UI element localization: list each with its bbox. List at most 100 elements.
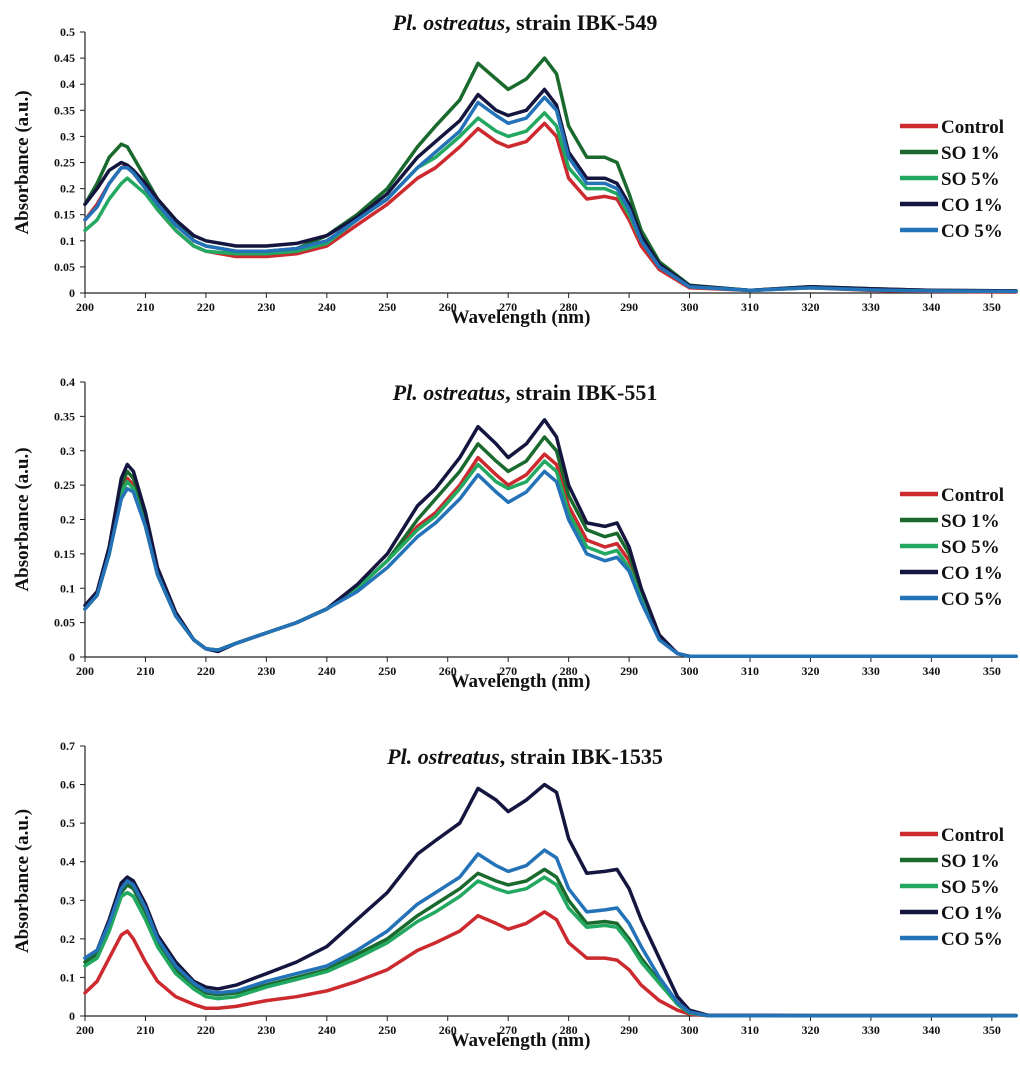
chart-panel-1: 0 0.05 0.1 0.15 0.2 0.25 0.3 0.35 0.4 0.45 0.5 200 2… xyxy=(12,10,1018,328)
y-tick-label: 0.1 xyxy=(60,234,75,248)
x-tick-label: 270 xyxy=(499,1023,517,1037)
x-tick-label: 260 xyxy=(439,664,457,678)
y-tick-label: 0.3 xyxy=(60,893,75,907)
legend-label: Control xyxy=(941,485,1004,506)
x-tick-label: 270 xyxy=(499,300,517,314)
x-tick-label: 330 xyxy=(862,300,880,314)
chart-title: Pl. ostreatus, strain IBK-1535 xyxy=(386,744,663,769)
x-tick-label: 240 xyxy=(318,1023,336,1037)
x-tick-label: 320 xyxy=(801,1023,819,1037)
x-tick-label: 290 xyxy=(620,664,638,678)
x-tick-label: 340 xyxy=(922,1023,940,1037)
legend-label: CO 5% xyxy=(941,929,1003,950)
y-tick-label: 0.7 xyxy=(60,739,75,753)
chart-legend: Control SO 1% SO 5% CO 1% CO 5% xyxy=(900,485,1004,610)
chart-title-species: Pl. ostreatus xyxy=(392,10,505,35)
y-tick-label: 0.45 xyxy=(54,51,75,65)
x-tick-label: 340 xyxy=(922,664,940,678)
series-line-co-1- xyxy=(83,87,1018,293)
y-tick-label: 0.2 xyxy=(60,513,75,527)
legend-label: SO 1% xyxy=(941,511,1000,532)
x-axis-title: Wavelength (nm) xyxy=(451,307,591,328)
legend-label: Control xyxy=(941,825,1004,846)
x-tick-label: 350 xyxy=(983,300,1001,314)
x-tick-label: 230 xyxy=(257,1023,275,1037)
legend-label: SO 5% xyxy=(941,537,1000,558)
x-tick-label: 220 xyxy=(197,664,215,678)
x-tick-label: 250 xyxy=(378,300,396,314)
y-tick-label: 0.15 xyxy=(54,208,75,222)
x-tick-label: 280 xyxy=(560,1023,578,1037)
legend-label: CO 5% xyxy=(941,589,1003,610)
y-tick-label: 0.5 xyxy=(60,816,75,830)
legend-label: SO 1% xyxy=(941,851,1000,872)
y-tick-label: 0.2 xyxy=(60,182,75,196)
y-tick-label: 0.1 xyxy=(60,581,75,595)
y-tick-label: 0.35 xyxy=(54,409,75,423)
x-tick-label: 310 xyxy=(741,1023,759,1037)
series-line-co-5- xyxy=(83,95,1018,294)
legend-label: CO 1% xyxy=(941,195,1003,216)
chart-legend: Control SO 1% SO 5% CO 1% CO 5% xyxy=(900,825,1004,950)
x-tick-label: 300 xyxy=(681,1023,699,1037)
x-tick-label: 310 xyxy=(741,300,759,314)
y-tick-label: 0.15 xyxy=(54,547,75,561)
x-tick-label: 320 xyxy=(801,300,819,314)
chart-title-strain: , strain IBK-549 xyxy=(505,10,657,35)
x-tick-label: 240 xyxy=(318,664,336,678)
series-line-so-1- xyxy=(83,56,1018,293)
x-tick-label: 260 xyxy=(439,300,457,314)
y-tick-label: 0.05 xyxy=(54,616,75,630)
x-tick-label: 220 xyxy=(197,300,215,314)
x-tick-label: 330 xyxy=(862,664,880,678)
y-tick-label: 0.25 xyxy=(54,156,75,170)
x-tick-label: 350 xyxy=(983,664,1001,678)
y-tick-label: 0.05 xyxy=(54,260,75,274)
series-line-co-1- xyxy=(83,782,1018,1018)
x-tick-label: 250 xyxy=(378,1023,396,1037)
x-tick-label: 320 xyxy=(801,664,819,678)
chart-panel-3: 0 0.1 0.2 0.3 0.4 0.5 0.6 0.7 200 210 220 230 240 250… xyxy=(12,739,1018,1051)
series-line-control xyxy=(83,452,1018,659)
y-tick-label: 0 xyxy=(69,650,75,664)
legend-label: CO 1% xyxy=(941,903,1003,924)
x-tick-label: 230 xyxy=(257,664,275,678)
series-line-co-5- xyxy=(83,469,1018,659)
x-tick-label: 350 xyxy=(983,1023,1001,1037)
x-tick-label: 300 xyxy=(681,300,699,314)
y-tick-label: 0.35 xyxy=(54,103,75,117)
legend-label: CO 1% xyxy=(941,563,1003,584)
x-tick-label: 200 xyxy=(76,664,94,678)
x-tick-label: 210 xyxy=(136,300,154,314)
y-axis-title: Absorbance (a.u.) xyxy=(12,447,33,591)
legend-label: CO 5% xyxy=(941,221,1003,242)
x-tick-label: 280 xyxy=(560,664,578,678)
y-tick-label: 0.6 xyxy=(60,778,75,792)
x-tick-label: 210 xyxy=(136,664,154,678)
legend-label: SO 1% xyxy=(941,143,1000,164)
chart-panel-2: 0 0.05 0.1 0.15 0.2 0.25 0.3 0.35 0.4 200 210 220 23… xyxy=(12,375,1018,692)
x-tick-label: 200 xyxy=(76,300,94,314)
y-tick-label: 0.4 xyxy=(60,77,75,91)
y-tick-label: 0.4 xyxy=(60,855,75,869)
x-tick-label: 310 xyxy=(741,664,759,678)
chart-title-strain: , strain IBK-1535 xyxy=(500,744,663,769)
x-tick-label: 280 xyxy=(560,300,578,314)
series-line-so-1- xyxy=(83,435,1018,659)
x-tick-label: 200 xyxy=(76,1023,94,1037)
series-line-so-5- xyxy=(83,111,1018,294)
series-line-so-5- xyxy=(83,459,1018,659)
chart-title-strain: , strain IBK-551 xyxy=(505,380,657,405)
y-axis-title: Absorbance (a.u.) xyxy=(12,809,33,953)
series-line-control xyxy=(83,910,1018,1018)
x-tick-label: 300 xyxy=(681,664,699,678)
x-tick-label: 290 xyxy=(620,1023,638,1037)
chart-title: Pl. ostreatus, strain IBK-551 xyxy=(392,380,658,405)
y-tick-label: 0 xyxy=(69,1009,75,1023)
x-tick-label: 290 xyxy=(620,300,638,314)
x-axis-title: Wavelength (nm) xyxy=(451,671,591,692)
series-line-control xyxy=(83,121,1018,294)
y-tick-label: 0.4 xyxy=(60,375,75,389)
y-axis-title: Absorbance (a.u.) xyxy=(12,90,33,234)
x-tick-label: 240 xyxy=(318,300,336,314)
